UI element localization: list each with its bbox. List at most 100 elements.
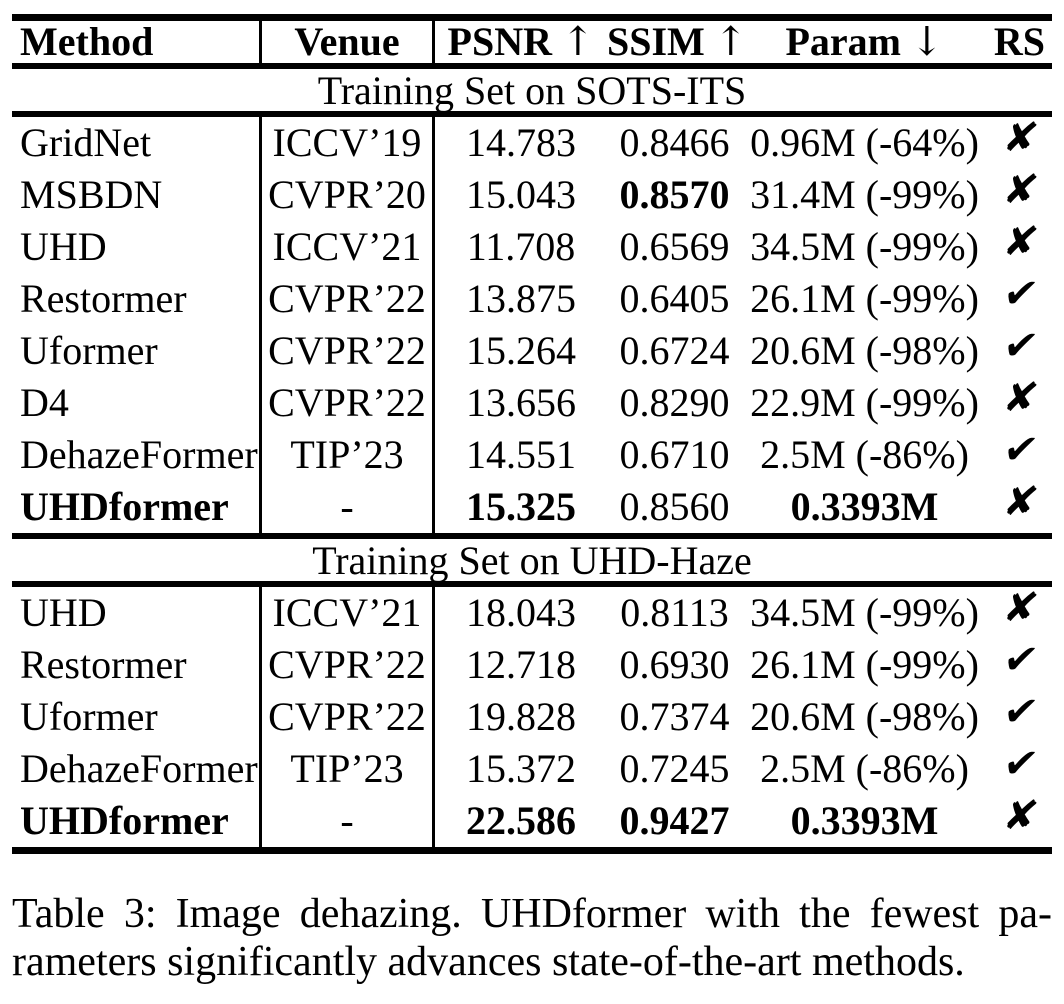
cell-method: Uformer (12, 691, 262, 743)
cell-rs: ✔ (987, 271, 1052, 319)
cell-rs: ✘ (987, 219, 1052, 267)
cell-param: 31.4M (-99%) (750, 172, 979, 217)
column-header-method: Method (12, 21, 262, 63)
cell-psnr: 18.043 (466, 590, 576, 635)
cell-psnr: 14.551 (466, 432, 576, 477)
cell-venue: CVPR’22 (262, 639, 435, 691)
cell-venue: ICCV’21 (262, 587, 435, 639)
cell-rs: ✘ (987, 585, 1052, 633)
cell-psnr: 22.586 (466, 798, 576, 843)
cell-ssim: 0.6405 (619, 276, 730, 321)
table-caption: Table 3: Image dehazing. UHDformer with … (12, 890, 1052, 986)
column-header-param: Param ↓ (742, 19, 987, 65)
cell-venue: CVPR’22 (262, 691, 435, 743)
cell-rs: ✘ (987, 479, 1052, 527)
cell-method: MSBDN (12, 169, 262, 221)
up-arrow-icon: ↑ (713, 19, 748, 65)
cell-psnr: 12.718 (466, 642, 576, 687)
cell-psnr: 14.783 (466, 120, 576, 165)
column-header-psnr: PSNR ↑ (435, 19, 607, 64)
check-icon: ✔ (999, 689, 1042, 735)
cell-method: UHD (12, 221, 262, 273)
header-row: Method Venue PSNR ↑ SSIM ↑ Param ↓ RS (12, 21, 1052, 63)
cell-venue: TIP’23 (262, 429, 435, 481)
column-header-label: Param (785, 19, 901, 64)
cell-param: 0.3393M (790, 798, 939, 843)
cell-method: UHDformer (12, 795, 262, 847)
cell-rs: ✘ (987, 793, 1052, 841)
cell-venue: - (262, 481, 435, 533)
cell-param: 34.5M (-99%) (750, 224, 979, 269)
column-header-venue: Venue (262, 21, 435, 63)
section-title-bottom-rule (12, 581, 1052, 587)
section-title: Training Set on UHD-Haze (312, 537, 752, 583)
cell-rs: ✘ (987, 115, 1052, 163)
cell-param: 2.5M (-86%) (760, 432, 969, 477)
cell-psnr: 19.828 (466, 694, 576, 739)
cross-icon: ✘ (999, 793, 1042, 839)
cell-venue: CVPR’22 (262, 273, 435, 325)
table-top-rule (12, 14, 1052, 21)
cross-icon: ✘ (999, 585, 1042, 631)
table-row: Restormer CVPR’22 13.875 0.6405 26.1M (-99%)… (12, 271, 1052, 325)
cross-icon: ✘ (999, 167, 1042, 213)
cell-venue: CVPR’22 (262, 377, 435, 429)
cell-method: UHD (12, 587, 262, 639)
cell-venue: - (262, 795, 435, 847)
cell-venue: ICCV’19 (262, 117, 435, 169)
table-row: D4 CVPR’22 13.656 0.8290 22.9M (-99%) ✘ (12, 375, 1052, 429)
cell-psnr: 11.708 (466, 224, 576, 269)
cell-psnr: 13.656 (466, 380, 576, 425)
column-header-label: PSNR (447, 19, 552, 64)
table-row: UHD ICCV’21 18.043 0.8113 34.5M (-99%) ✘ (12, 585, 1052, 639)
cell-ssim: 0.6930 (619, 642, 730, 687)
cell-param: 26.1M (-99%) (750, 642, 979, 687)
check-icon: ✔ (999, 323, 1042, 369)
table-body: Training Set on SOTS-ITS GridNet ICCV’19 14… (12, 67, 1052, 854)
cell-rs: ✘ (987, 375, 1052, 423)
cell-rs: ✔ (987, 741, 1052, 789)
column-header-label: RS (993, 19, 1046, 64)
cell-ssim: 0.8560 (619, 484, 730, 529)
table-row: GridNet ICCV’19 14.783 0.8466 0.96M (-64%) ✘ (12, 115, 1052, 169)
check-icon: ✔ (999, 427, 1042, 473)
cross-icon: ✘ (999, 115, 1042, 161)
cell-param: 0.3393M (790, 484, 939, 529)
column-header-label: Venue (294, 19, 400, 64)
table-row: Uformer CVPR’22 19.828 0.7374 20.6M (-98%) ✔ (12, 689, 1052, 743)
down-arrow-icon: ↓ (910, 19, 944, 65)
table-row: UHDformer -15.325 0.8560 0.3393M ✘ (12, 479, 1052, 533)
table-row: UHDformer -22.586 0.9427 0.3393M ✘ (12, 793, 1052, 847)
cell-method: Uformer (12, 325, 262, 377)
cell-param: 0.96M (-64%) (750, 120, 979, 165)
cell-method: UHDformer (12, 481, 262, 533)
table-row: MSBDN CVPR’20 15.043 0.8570 31.4M (-99%) ✘ (12, 167, 1052, 221)
cell-rs: ✔ (987, 637, 1052, 685)
cell-ssim: 0.9427 (619, 798, 730, 843)
cell-ssim: 0.8570 (619, 172, 730, 217)
cell-venue: TIP’23 (262, 743, 435, 795)
cell-param: 22.9M (-99%) (750, 380, 979, 425)
table-row: DehazeFormer TIP’23 14.551 0.6710 2.5M (-86%… (12, 427, 1052, 481)
cell-param: 2.5M (-86%) (760, 746, 969, 791)
cell-param: 34.5M (-99%) (750, 590, 979, 635)
cell-ssim: 0.8113 (620, 590, 729, 635)
column-header-label: Method (20, 19, 154, 64)
cell-psnr: 15.043 (466, 172, 576, 217)
check-icon: ✔ (999, 271, 1042, 317)
cell-param: 20.6M (-98%) (750, 694, 979, 739)
cross-icon: ✘ (999, 375, 1042, 421)
cell-ssim: 0.7374 (619, 694, 730, 739)
column-header-label: SSIM (607, 19, 705, 64)
cell-method: DehazeFormer (12, 743, 262, 795)
cell-rs: ✔ (987, 689, 1052, 737)
cell-ssim: 0.7245 (619, 746, 730, 791)
cell-venue: ICCV’21 (262, 221, 435, 273)
table-bottom-rule (12, 847, 1052, 854)
check-icon: ✔ (999, 741, 1042, 787)
cell-method: D4 (12, 377, 262, 429)
cell-method: DehazeFormer (12, 429, 262, 481)
cell-ssim: 0.8466 (619, 120, 730, 165)
column-header-ssim: SSIM ↑ (607, 19, 747, 64)
section-title: Training Set on SOTS-ITS (317, 67, 747, 113)
